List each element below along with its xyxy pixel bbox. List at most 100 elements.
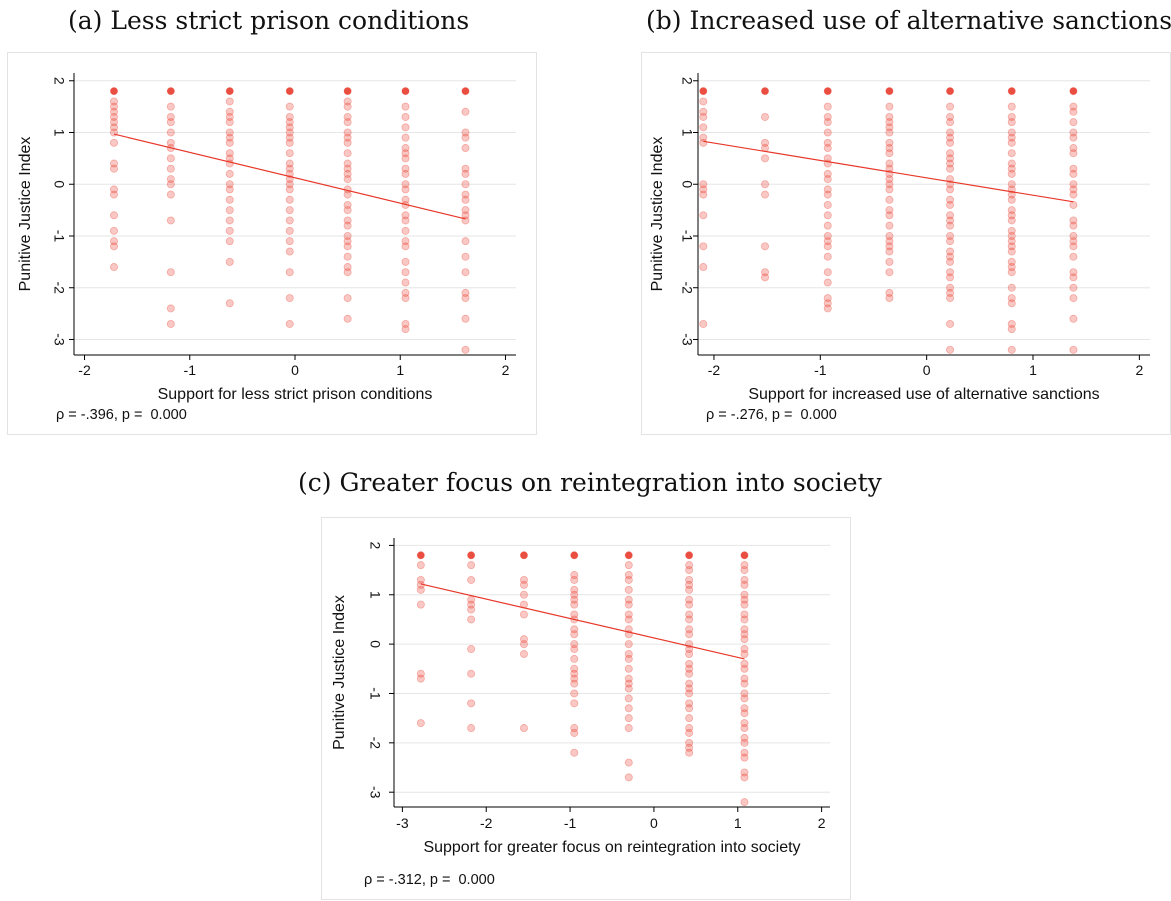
fit-line [703, 140, 1074, 203]
data-point [109, 211, 118, 220]
data-point [1069, 118, 1078, 127]
data-point [467, 724, 476, 733]
data-point [946, 211, 955, 220]
data-point [740, 768, 749, 777]
data-point [519, 649, 528, 658]
data-point [1069, 216, 1078, 225]
data-point [685, 600, 694, 609]
data-point [519, 580, 528, 589]
data-point [343, 112, 352, 121]
data-point [946, 283, 955, 292]
data-point [401, 216, 410, 225]
data-point [740, 580, 749, 589]
data-point [699, 319, 708, 328]
data-point [401, 237, 410, 246]
data-point [285, 216, 294, 225]
data-point [225, 169, 234, 178]
x-tick-label: -2 [480, 815, 493, 831]
data-point [461, 144, 470, 153]
data-point [285, 102, 294, 111]
data-point [401, 278, 410, 287]
data-point [109, 118, 118, 127]
data-point [740, 798, 749, 807]
data-point [1007, 149, 1016, 158]
data-point [570, 640, 579, 649]
data-point [823, 242, 832, 251]
data-point [740, 748, 749, 757]
data-point [166, 216, 175, 225]
data-point [624, 610, 633, 619]
caption-b: (b) Increased use of alternative sanctio… [646, 6, 1171, 35]
data-point [740, 704, 749, 713]
data-point [885, 237, 894, 246]
data-point [285, 112, 294, 121]
data-point [416, 600, 425, 609]
data-point [946, 164, 955, 173]
data-point [699, 185, 708, 194]
data-point [285, 206, 294, 215]
data-point [885, 247, 894, 256]
data-point [467, 615, 476, 624]
data-point [624, 585, 633, 594]
data-point [285, 226, 294, 235]
data-point [225, 128, 234, 137]
data-point [823, 237, 832, 246]
data-point [401, 102, 410, 111]
data-point [823, 299, 832, 308]
data-point [885, 175, 894, 184]
data-point [461, 169, 470, 178]
data-point [761, 242, 770, 251]
y-tick-label: -3 [367, 786, 383, 799]
data-point-dense [110, 87, 118, 95]
data-point [885, 123, 894, 132]
data-point [109, 242, 118, 251]
data-point [624, 571, 633, 580]
y-tick-label: -1 [367, 687, 383, 700]
data-point [740, 694, 749, 703]
x-tick-label: 2 [818, 815, 826, 831]
data-point-dense [824, 87, 832, 95]
data-point [343, 138, 352, 147]
y-tick-label: 0 [51, 180, 67, 188]
data-point [467, 561, 476, 570]
data-point-dense [699, 87, 707, 95]
data-point [699, 211, 708, 220]
data-point [225, 97, 234, 106]
data-point [570, 664, 579, 673]
data-point [1069, 185, 1078, 194]
data-point [885, 102, 894, 111]
data-point-dense [401, 87, 410, 95]
data-point [467, 575, 476, 584]
data-point [946, 195, 955, 204]
data-point [343, 97, 352, 106]
data-point [761, 268, 770, 277]
data-point [823, 252, 832, 261]
data-point [699, 133, 708, 142]
x-tick-label: 1 [734, 815, 742, 831]
data-point [885, 118, 894, 127]
data-point [461, 180, 470, 189]
data-point [1007, 247, 1016, 256]
data-point [1007, 169, 1016, 178]
x-axis-label: Support for greater focus on reintegrati… [423, 839, 800, 856]
data-point [685, 714, 694, 723]
x-tick-label: -1 [564, 815, 577, 831]
data-point [343, 294, 352, 303]
data-point [225, 118, 234, 127]
data-point [624, 714, 633, 723]
fit-line [420, 583, 745, 660]
data-point [823, 200, 832, 209]
data-point [685, 649, 694, 658]
data-point [946, 273, 955, 282]
data-point [685, 704, 694, 713]
data-point [761, 138, 770, 147]
data-point [823, 112, 832, 121]
data-point [740, 615, 749, 624]
data-point [401, 325, 410, 334]
data-point [285, 159, 294, 168]
data-point [885, 185, 894, 194]
caption-a: (a) Less strict prison conditions [68, 6, 470, 35]
data-point [343, 206, 352, 215]
data-point [946, 345, 955, 354]
data-point [885, 206, 894, 215]
